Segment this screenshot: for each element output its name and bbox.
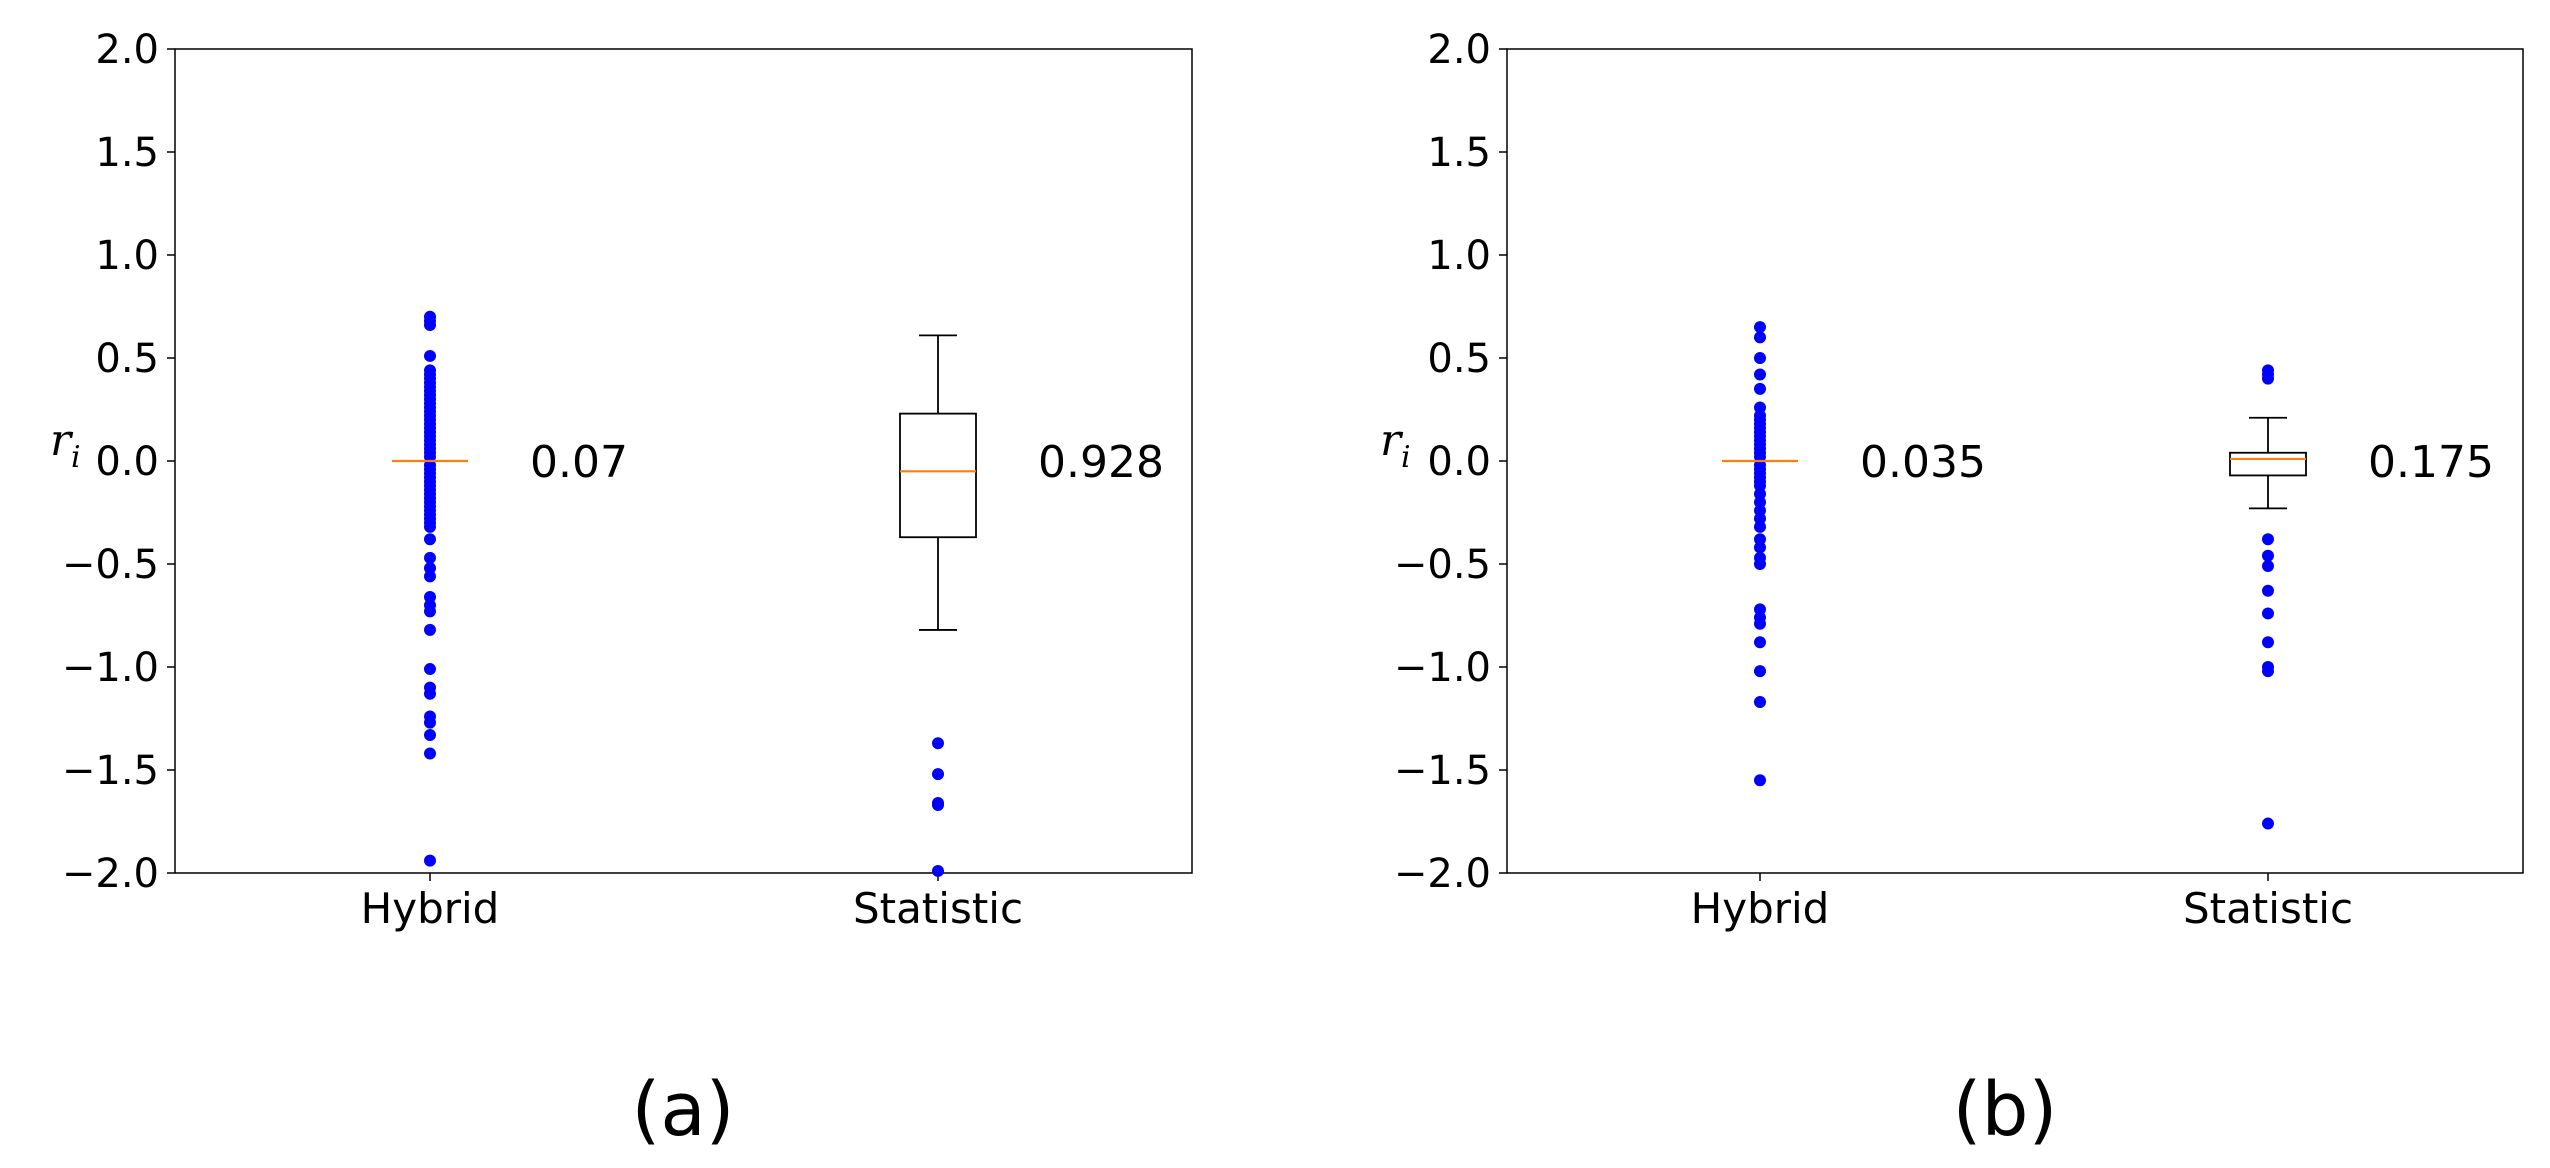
y-tick-label: −1.0 [1394, 645, 1491, 691]
outlier-point [1754, 533, 1766, 546]
value-label: 0.035 [1860, 437, 1986, 488]
outlier-point [1754, 487, 1766, 500]
outlier-point [1754, 558, 1766, 570]
outlier-point [424, 663, 436, 676]
y-tick-label: −1.5 [62, 748, 159, 794]
y-tick-label: 1.0 [1427, 233, 1491, 279]
y-axis-label-sub: i [1401, 440, 1411, 475]
category-label: Hybrid [1691, 884, 1830, 933]
outlier-point [2262, 584, 2274, 597]
y-tick-label: 0.0 [1427, 439, 1491, 485]
outlier-point [932, 799, 944, 812]
outlier-point [424, 605, 436, 618]
outlier-point [424, 623, 436, 636]
y-tick-label: −2.0 [62, 851, 159, 897]
outlier-point [424, 551, 436, 564]
outlier-point [2262, 549, 2274, 562]
y-tick-label: −1.5 [1394, 748, 1491, 794]
outlier-point [1754, 512, 1766, 525]
outlier-point [2262, 372, 2274, 385]
box [899, 412, 977, 539]
y-tick-label: −0.5 [62, 542, 159, 588]
outlier-point [932, 768, 944, 781]
value-label: 0.175 [2368, 437, 2494, 488]
outlier-point [1754, 496, 1766, 509]
outlier-point [1754, 774, 1766, 787]
outlier-point [1754, 541, 1766, 554]
outlier-point [424, 747, 436, 760]
category-label: Statistic [853, 884, 1023, 933]
outlier-point [424, 716, 436, 729]
outlier-point [2262, 636, 2274, 649]
y-axis-label-main: r [50, 415, 74, 466]
category-label: Hybrid [361, 884, 500, 933]
outlier-point [2262, 560, 2274, 573]
outlier-point [424, 450, 436, 463]
outlier-point [1754, 352, 1766, 364]
panel-label: (a) [631, 1067, 734, 1153]
outlier-point [1754, 479, 1766, 492]
outlier-point [424, 349, 436, 362]
outlier-point [424, 590, 436, 603]
outlier-point [1754, 382, 1766, 395]
y-tick-label: 0.5 [1427, 336, 1491, 382]
y-axis-label-sub: i [71, 440, 81, 475]
outlier-point [932, 864, 944, 877]
y-tick-label: 0.0 [95, 439, 159, 485]
y-axis-label: ri [50, 415, 81, 475]
outlier-point [424, 687, 436, 700]
outlier-point [2262, 607, 2274, 620]
value-label: 0.07 [530, 437, 628, 488]
y-tick-label: −2.0 [1394, 851, 1491, 897]
y-tick-label: 2.0 [1427, 27, 1491, 73]
y-tick-label: 2.0 [95, 27, 159, 73]
outlier-point [424, 520, 436, 533]
outlier-point [1754, 504, 1766, 517]
outlier-point [1754, 401, 1766, 414]
outlier-point [1754, 665, 1766, 678]
outlier-point [1754, 603, 1766, 616]
y-tick-label: 1.0 [95, 233, 159, 279]
outlier-point [424, 728, 436, 741]
category-label: Statistic [2183, 884, 2353, 933]
outlier-point [424, 570, 436, 583]
y-axis-label: ri [1380, 415, 1411, 475]
value-label: 0.928 [1038, 437, 1164, 488]
outlier-point [2262, 817, 2274, 830]
box [2229, 451, 2307, 477]
y-axis-label-main: r [1380, 415, 1404, 466]
panel-label: (b) [1953, 1067, 2058, 1153]
outlier-point [424, 562, 436, 575]
outlier-point [1754, 520, 1766, 533]
y-tick-label: −1.0 [62, 645, 159, 691]
outlier-point [1754, 696, 1766, 709]
outlier-point [424, 533, 436, 546]
outlier-point [1754, 368, 1766, 381]
y-tick-label: −0.5 [1394, 542, 1491, 588]
outlier-point [424, 854, 436, 867]
outlier-point [1754, 450, 1766, 463]
outlier-point [1754, 321, 1766, 334]
outlier-point [1754, 617, 1766, 630]
outlier-point [1754, 636, 1766, 649]
y-tick-label: 1.5 [95, 130, 159, 176]
outlier-point [2262, 665, 2274, 678]
outlier-point [424, 319, 436, 332]
outlier-point [932, 737, 944, 750]
outlier-point [2262, 533, 2274, 546]
outlier-point [1754, 331, 1766, 344]
y-tick-label: 0.5 [95, 336, 159, 382]
y-tick-label: 1.5 [1427, 130, 1491, 176]
